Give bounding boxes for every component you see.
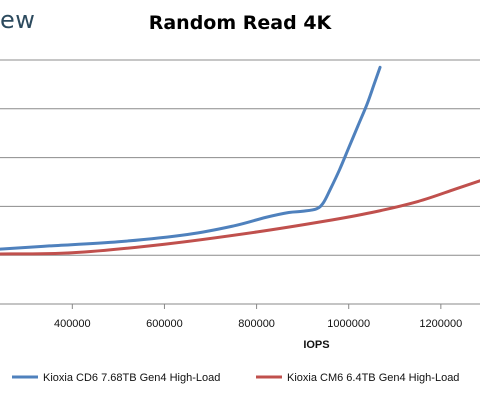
legend-label: Kioxia CM6 6.4TB Gen4 High-Load bbox=[287, 372, 459, 384]
legend-label: Kioxia CD6 7.68TB Gen4 High-Load bbox=[43, 372, 220, 384]
x-tick-label: 800000 bbox=[238, 318, 275, 330]
x-tick-labels: 400000 600000 800000 1000000 1200000 bbox=[54, 304, 462, 330]
x-tick-label: 400000 bbox=[54, 318, 91, 330]
x-tick-label: 1000000 bbox=[327, 318, 370, 330]
x-tick-label: 600000 bbox=[146, 318, 183, 330]
series-line-1 bbox=[0, 65, 382, 251]
chart-title: Random Read 4K bbox=[148, 12, 332, 34]
logo-text-fragment: ew bbox=[0, 6, 36, 34]
series-lines bbox=[0, 65, 480, 256]
x-tick-label: 1200000 bbox=[419, 318, 462, 330]
legend: Kioxia CD6 7.68TB Gen4 High-Load Kioxia C… bbox=[12, 372, 459, 384]
x-axis-label: IOPS bbox=[303, 339, 329, 351]
gridlines bbox=[0, 59, 480, 305]
series-line-2 bbox=[0, 179, 480, 256]
